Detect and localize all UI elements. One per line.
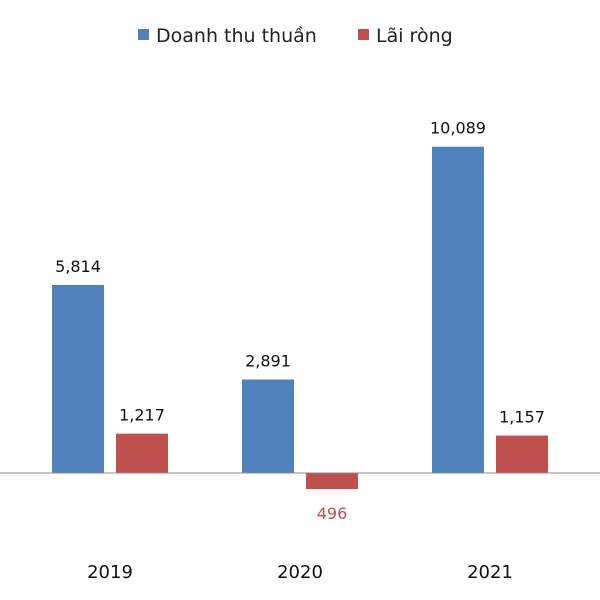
category-label-2019: 2019	[87, 562, 133, 583]
category-label-2021: 2021	[467, 562, 513, 583]
legend-label-2: Lãi ròng	[376, 25, 453, 47]
value-label-net-profit-2021: 1,157	[499, 408, 545, 427]
bar-net-profit-2019	[116, 433, 168, 473]
value-label-revenue-2020: 2,891	[245, 352, 291, 371]
category-labels: 2019 2020 2021	[87, 562, 513, 583]
value-label-net-profit-2019: 1,217	[119, 406, 165, 425]
bar-revenue-2020	[242, 379, 294, 473]
bar-net-profit-2021	[496, 435, 548, 473]
bar-revenue-2021	[432, 146, 484, 473]
value-label-revenue-2021: 10,089	[430, 119, 486, 138]
value-label-net-profit-2020: 496	[317, 504, 348, 523]
value-label-revenue-2019: 5,814	[55, 257, 101, 276]
category-label-2020: 2020	[277, 562, 323, 583]
value-labels: 5,814 2,891 10,089 1,217 496 1,157	[55, 119, 545, 523]
legend: Doanh thu thuần Lãi ròng	[138, 25, 453, 47]
bars	[52, 146, 548, 490]
bar-net-profit-2020	[306, 473, 358, 490]
bar-revenue-2019	[52, 284, 104, 473]
legend-swatch-2	[358, 29, 369, 40]
legend-label-1: Doanh thu thuần	[156, 25, 317, 47]
legend-swatch-1	[138, 29, 149, 40]
